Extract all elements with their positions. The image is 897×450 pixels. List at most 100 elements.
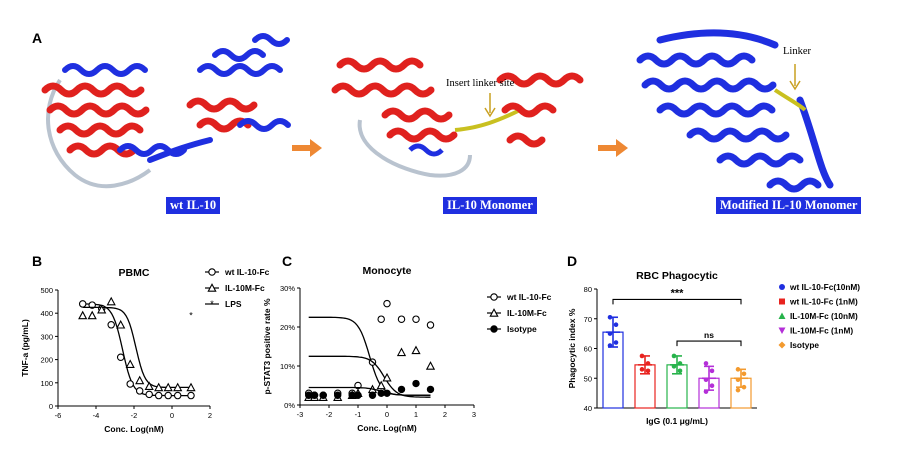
il10-monomer-label: IL-10 Monomer bbox=[443, 197, 537, 214]
legend-marker bbox=[208, 268, 216, 276]
panel-label-d: D bbox=[567, 253, 578, 269]
data-point bbox=[164, 391, 172, 400]
data-point bbox=[639, 367, 645, 372]
dose-response-chart-monocyte: Monocyte-3 -2 -1 0 1 2 30%10%20%30%Conc. Log(n… bbox=[262, 265, 552, 433]
data-point bbox=[383, 299, 391, 308]
panel-label-b: B bbox=[32, 253, 43, 269]
significance-bracket bbox=[612, 298, 742, 305]
data-point bbox=[426, 385, 435, 394]
data-point bbox=[426, 321, 435, 329]
data-point bbox=[163, 382, 173, 392]
data-point bbox=[377, 315, 385, 323]
data-point bbox=[87, 310, 97, 320]
protein-structures-illustration bbox=[41, 29, 834, 193]
legend-marker bbox=[490, 325, 498, 333]
data-point bbox=[88, 301, 96, 309]
legend-marker bbox=[490, 293, 498, 301]
data-point bbox=[78, 310, 88, 320]
data-point bbox=[607, 343, 613, 348]
data-point bbox=[396, 347, 407, 357]
data-point bbox=[677, 361, 683, 366]
legend-marker bbox=[489, 308, 499, 317]
y-tick-label: 20% bbox=[280, 323, 295, 332]
data-point bbox=[126, 380, 134, 388]
y-tick-label: 70 bbox=[584, 315, 592, 324]
data-point bbox=[116, 353, 125, 362]
data-point bbox=[412, 315, 420, 323]
data-point bbox=[144, 381, 154, 391]
legend-label: IL-10M-Fc bbox=[507, 308, 547, 318]
data-point bbox=[645, 368, 651, 374]
data-point bbox=[187, 391, 195, 400]
wt-il10-label: wt IL-10 bbox=[166, 197, 221, 214]
y-tick-label: 80 bbox=[584, 285, 592, 294]
data-point bbox=[383, 389, 391, 397]
data-point bbox=[735, 387, 741, 393]
legend-label: IL-10M-Fc (1nM) bbox=[790, 326, 853, 336]
legend-label: IL-10M-Fc (10nM) bbox=[790, 311, 858, 321]
x-axis-label: IgG (0.1 μg/mL) bbox=[646, 416, 708, 426]
x-tick-label: -3 bbox=[297, 410, 304, 419]
data-point bbox=[411, 345, 421, 355]
arrow-icon bbox=[598, 139, 628, 157]
x-axis-label: Conc. Log(nM) bbox=[357, 423, 417, 433]
x-tick-label: 3 bbox=[472, 410, 476, 419]
chart-title: RBC Phagocytic bbox=[636, 270, 718, 282]
y-tick-label: 30% bbox=[280, 284, 295, 293]
data-point bbox=[703, 389, 709, 394]
modified-il10-monomer-structure bbox=[636, 29, 834, 193]
data-point bbox=[173, 382, 183, 392]
data-point bbox=[735, 377, 741, 383]
x-tick-label: 1 bbox=[414, 410, 418, 419]
insert-linker-site-label: Insert linker site bbox=[446, 78, 515, 89]
data-point bbox=[125, 359, 135, 368]
linker-label: Linker bbox=[783, 46, 811, 57]
data-point bbox=[319, 391, 327, 399]
fit-curve-triangle bbox=[82, 306, 191, 389]
x-tick-label: 2 bbox=[208, 411, 212, 420]
data-point bbox=[607, 314, 613, 320]
x-axis-label: Conc. Log(nM) bbox=[104, 424, 164, 434]
data-point bbox=[186, 382, 196, 392]
wt-il10-structure bbox=[41, 33, 291, 189]
data-point bbox=[671, 364, 677, 369]
x-tick-label: -2 bbox=[131, 411, 138, 420]
modified-il10-monomer-label: Modified IL-10 Monomer bbox=[716, 197, 862, 214]
y-tick-label: 200 bbox=[40, 356, 53, 365]
data-point: * bbox=[189, 311, 193, 321]
data-point bbox=[135, 387, 144, 395]
legend-marker: * bbox=[210, 299, 214, 309]
y-axis-label: Phagocytic index % bbox=[567, 308, 577, 388]
x-tick-label: 2 bbox=[443, 410, 447, 419]
data-point bbox=[703, 377, 709, 383]
data-point bbox=[613, 340, 619, 345]
fit-curve-triangle bbox=[308, 355, 431, 398]
rbc-phagocytic-chart: RBC Phagocytic 40 50 60 70 80 Phagocytic index… bbox=[567, 270, 860, 426]
data-point bbox=[397, 385, 406, 394]
data-point bbox=[368, 391, 377, 399]
legend-marker bbox=[779, 298, 785, 305]
data-point bbox=[703, 361, 709, 366]
data-point bbox=[412, 379, 420, 388]
legend-label: LPS bbox=[225, 299, 242, 309]
y-tick-label: 400 bbox=[40, 309, 53, 318]
data-point bbox=[709, 368, 715, 374]
y-tick-label: 50 bbox=[584, 374, 592, 383]
y-tick-label: 0 bbox=[49, 402, 53, 411]
significance-bracket bbox=[676, 340, 742, 347]
legend-label: wt IL-10-Fc(10nM) bbox=[789, 282, 860, 292]
data-point bbox=[106, 296, 116, 306]
data-point bbox=[425, 361, 436, 370]
x-tick-label: -6 bbox=[55, 411, 62, 420]
data-point bbox=[671, 353, 677, 359]
y-axis-label: TNF-a (pg/mL) bbox=[20, 319, 30, 377]
y-tick-label: 0% bbox=[284, 401, 295, 410]
legend-label: Isotype bbox=[790, 340, 819, 350]
data-point bbox=[639, 353, 645, 359]
data-point bbox=[107, 321, 115, 329]
legend-label: wt IL-10-Fc bbox=[224, 267, 270, 277]
dose-response-chart-pbmc: PBMC -6 -4 -2 0 2 0 100 200 300 400 500 Conc. Log(nM… bbox=[20, 267, 270, 434]
x-tick-label: 0 bbox=[385, 410, 389, 419]
legend-label: IL-10M-Fc bbox=[225, 283, 265, 293]
